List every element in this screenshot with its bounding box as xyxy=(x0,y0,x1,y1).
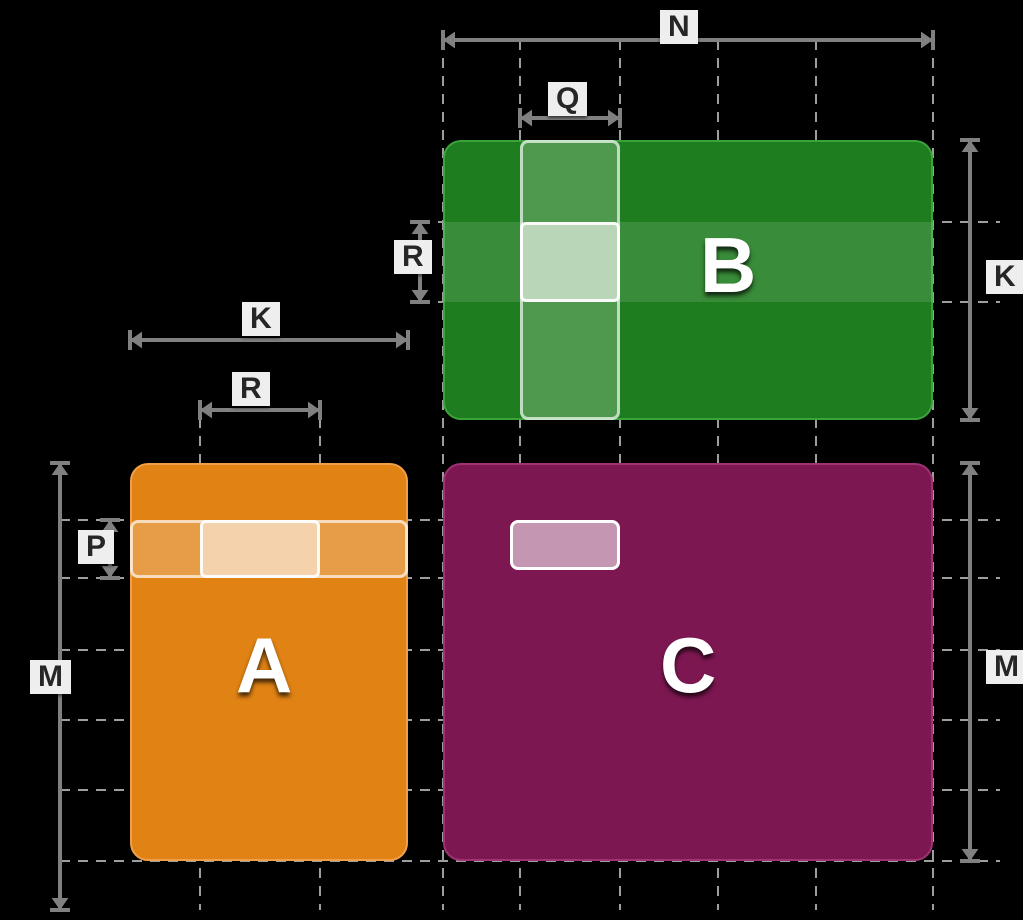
diagram-stage: A B C N Q K R K R M P M xyxy=(0,0,1023,920)
dim-label-r-b: R xyxy=(394,240,432,274)
overlay-a-tile xyxy=(200,520,320,578)
dim-label-k-top: K xyxy=(242,302,280,336)
dim-label-k-right: K xyxy=(986,260,1023,294)
label-c: C xyxy=(660,620,716,711)
dim-label-q: Q xyxy=(548,82,587,116)
dim-label-m-right: M xyxy=(986,650,1023,684)
overlay-c-tile xyxy=(510,520,620,570)
label-a: A xyxy=(236,620,292,711)
overlay-b-tile xyxy=(520,222,620,302)
dim-label-n: N xyxy=(660,10,698,44)
overlay-b-row-r xyxy=(443,222,933,302)
dim-label-m-left: M xyxy=(30,660,71,694)
dim-label-p: P xyxy=(78,530,114,564)
dim-label-r-a: R xyxy=(232,372,270,406)
label-b: B xyxy=(700,220,756,311)
